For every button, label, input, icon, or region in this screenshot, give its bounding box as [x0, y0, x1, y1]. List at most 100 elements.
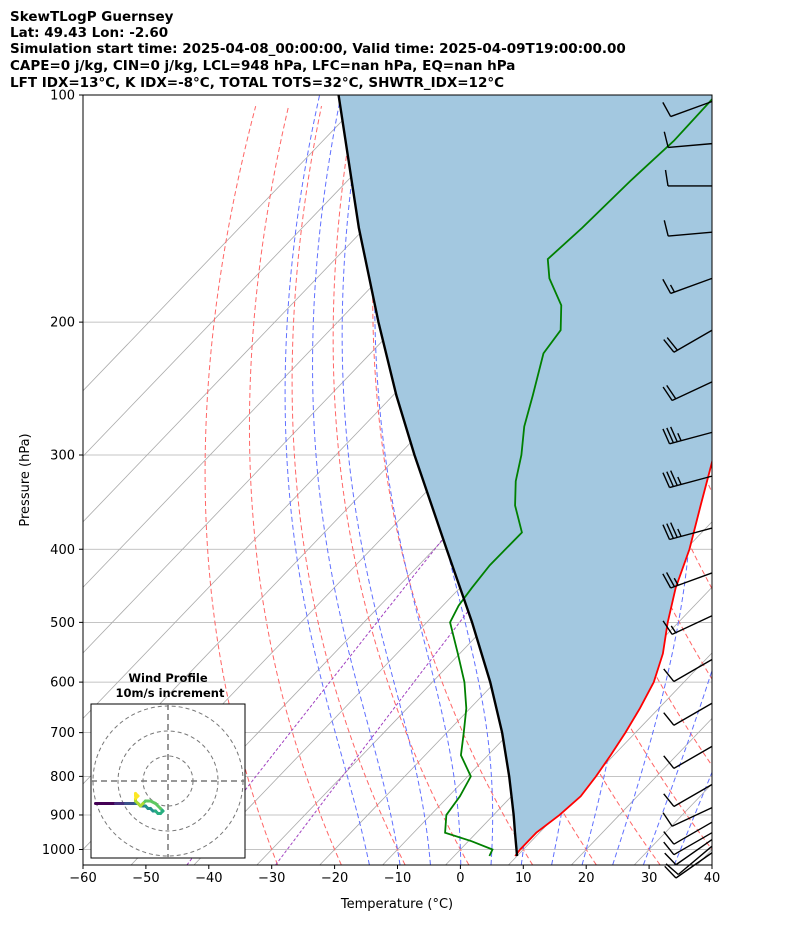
wind-barb-shaft: [677, 845, 713, 876]
wind-barb-full: [666, 384, 677, 400]
wind-barb-shaft: [673, 658, 713, 683]
wind-barb-shaft: [671, 615, 713, 635]
wind-barb-full: [662, 620, 673, 635]
moist-adiabat: [642, 668, 712, 865]
wind-barb-full: [664, 169, 669, 187]
wind-barb-half: [670, 625, 677, 634]
wind-barb: [662, 426, 713, 445]
wind-barb-shaft: [673, 702, 713, 726]
wind-barb-full: [666, 427, 675, 444]
dry-adiabat: [749, 106, 794, 865]
moist-adiabat: [374, 95, 462, 865]
wind-barb-full: [663, 339, 675, 353]
temperature-line: [514, 458, 712, 857]
isotherm: [508, 652, 712, 865]
inset-title: Wind Profile: [128, 671, 208, 685]
wind-barb-full: [662, 812, 673, 827]
header-location: Lat: 49.43 Lon: -2.60: [10, 25, 168, 41]
y-tick-label: 900: [50, 808, 75, 823]
wind-barb: [665, 845, 713, 876]
wind-barb-full: [666, 523, 675, 539]
wind-barb-full: [663, 668, 675, 682]
x-tick-label: 30: [641, 871, 658, 886]
wind-barb: [664, 169, 712, 187]
x-tick-label: −60: [69, 871, 96, 886]
dry-adiabat: [291, 105, 406, 865]
x-tick-label: 20: [578, 871, 595, 886]
wind-barb-shaft: [673, 821, 713, 845]
moist-adiabat: [312, 95, 401, 865]
moist-adiabat: [341, 95, 431, 865]
wind-barb: [663, 658, 713, 683]
wind-barb-full: [663, 831, 675, 845]
wind-barb: [663, 832, 713, 856]
wind-barb: [662, 277, 713, 295]
wind-barb-full: [665, 572, 676, 587]
wind-barb: [663, 329, 713, 353]
wind-barb-half: [677, 476, 682, 485]
wind-barb: [664, 838, 713, 866]
isotherm: [83, 95, 431, 457]
wind-barb-full: [663, 131, 669, 148]
wind-barb-full: [670, 522, 678, 538]
wind-barb-shaft: [668, 231, 713, 237]
x-tick-label: 10: [515, 871, 532, 886]
wind-barb-shaft: [675, 852, 713, 879]
x-tick-label: −10: [384, 871, 411, 886]
wind-barb-full: [666, 337, 678, 351]
moist-adiabat: [673, 770, 712, 865]
isotherm: [83, 95, 368, 392]
wind-barb-full: [663, 220, 669, 237]
y-tick-label: 500: [50, 616, 75, 631]
wind-barb-full: [663, 841, 675, 856]
wind-barb-full: [670, 426, 678, 442]
x-tick-label: 0: [456, 871, 464, 886]
wind-barb: [662, 806, 713, 827]
wind-barb-full: [662, 278, 672, 294]
wind-barb-shaft: [671, 381, 713, 402]
wind-barb-full: [670, 470, 678, 486]
inset-subtitle: 10m/s increment: [116, 686, 225, 700]
header-title: SkewTLogP Guernsey: [10, 9, 174, 25]
wind-barb-full: [663, 755, 675, 769]
dry-adiabat: [204, 105, 279, 865]
wind-barb-shaft: [675, 838, 713, 866]
dewpoint-line: [444, 97, 712, 857]
wind-barb-shaft: [671, 806, 713, 827]
wind-barb-shaft: [673, 783, 713, 808]
dry-adiabat: [248, 105, 342, 865]
y-tick-label: 700: [50, 726, 75, 741]
wind-barb: [662, 615, 713, 635]
wind-barb: [663, 220, 713, 237]
y-tick-label: 200: [50, 316, 75, 331]
wind-barb-full: [662, 573, 672, 589]
wind-barb-half: [677, 528, 682, 537]
wind-barb-shaft: [670, 100, 713, 118]
x-tick-label: −30: [258, 871, 285, 886]
parcel-temperature-shade: [338, 95, 712, 856]
plot-data: [337, 95, 712, 857]
wind-barb-half: [677, 432, 682, 441]
wind-barb-shaft: [673, 745, 713, 769]
x-tick-label: −40: [195, 871, 222, 886]
y-tick-label: 100: [50, 89, 75, 104]
wind-barb: [662, 470, 713, 489]
wind-barb: [663, 745, 713, 769]
dry-adiabat: [716, 106, 794, 865]
y-tick-label: 600: [50, 676, 75, 691]
y-tick-label: 800: [50, 770, 75, 785]
axes: −60 −50 −40 −30 −20 −10 0 10 20 30 40 1000 900 800 700…: [42, 89, 720, 887]
wind-barb-full: [662, 524, 671, 540]
dry-adiabat: [372, 106, 534, 865]
wind-barb: [663, 821, 713, 845]
wind-barb-shaft: [673, 329, 713, 353]
wind-barb-shaft: [670, 277, 713, 295]
y-tick-label: 1000: [42, 843, 75, 858]
y-tick-label: 300: [50, 448, 75, 463]
header-times: Simulation start time: 2025-04-08_00:00:…: [10, 41, 626, 57]
wind-barb: [664, 852, 713, 879]
wind-barb-full: [664, 852, 677, 866]
wind-barb-full: [665, 863, 679, 876]
wind-profile-inset: Wind Profile 10m/s increment: [90, 671, 246, 859]
